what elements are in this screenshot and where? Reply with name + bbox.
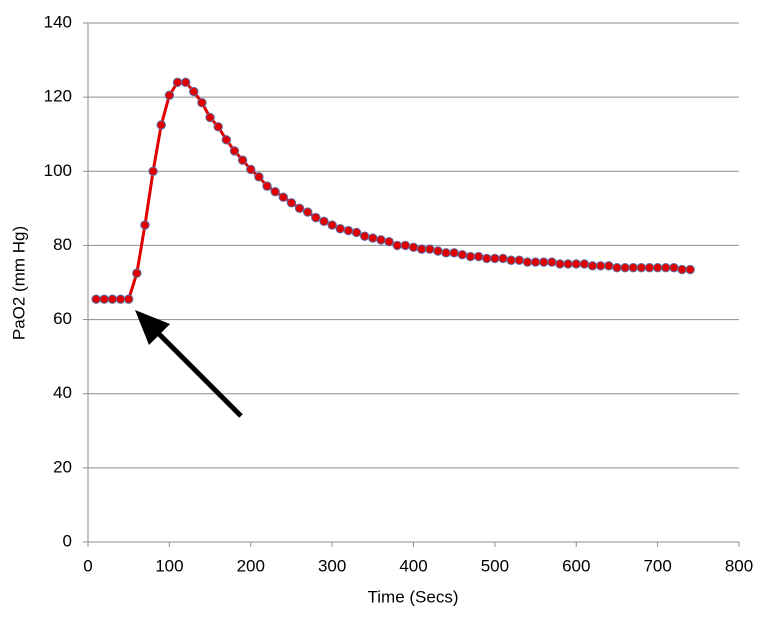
y-tick-label: 120 (44, 87, 72, 106)
data-point (197, 98, 207, 108)
data-point (685, 264, 695, 275)
x-tick-label: 200 (237, 556, 265, 575)
x-tick-label: 600 (562, 556, 590, 575)
y-tick-label: 60 (53, 309, 72, 328)
data-point (368, 233, 378, 243)
plot-area: 0 20 40 60 80 100 120 140 0 100 200 300 400 500 600 700… (44, 12, 754, 575)
data-point (547, 257, 557, 267)
arrow-shaft (150, 325, 243, 418)
data-point (262, 181, 272, 191)
x-tick-label: 400 (399, 556, 427, 575)
data-point (132, 268, 142, 278)
data-point (319, 216, 329, 227)
data-point (652, 262, 663, 273)
data-point (392, 240, 402, 251)
y-axis-title: PaO2 (mm Hg) (9, 226, 28, 340)
data-point (628, 262, 638, 273)
data-point (237, 155, 248, 165)
data-point (555, 259, 565, 269)
data-point (416, 244, 427, 254)
data-point (140, 220, 150, 230)
data-point (286, 198, 297, 208)
data-point (303, 207, 313, 217)
y-tick-label: 100 (44, 161, 72, 180)
data-point (595, 261, 606, 271)
data-point (539, 257, 549, 267)
data-point (506, 255, 516, 265)
data-point (473, 251, 484, 262)
data-point (99, 294, 109, 304)
data-point (482, 253, 492, 264)
data-point (205, 112, 215, 123)
x-tick-label: 800 (725, 556, 753, 575)
data-point (644, 262, 655, 273)
data-point (620, 262, 630, 273)
data-point (376, 235, 386, 245)
data-point (384, 237, 394, 247)
data-point (229, 146, 240, 156)
data-point (246, 164, 256, 175)
data-point (115, 294, 126, 304)
data-point (579, 259, 590, 269)
data-point (669, 262, 679, 273)
data-point (604, 261, 614, 271)
arrow-head (135, 310, 170, 345)
y-tick-label: 80 (53, 235, 72, 254)
y-tick-label: 140 (44, 12, 72, 31)
x-tick-label: 700 (643, 556, 671, 575)
data-point (311, 212, 321, 223)
data-point (189, 86, 199, 97)
data-point (457, 249, 468, 260)
data-point (571, 259, 581, 269)
data-point (563, 259, 573, 269)
data-point (107, 294, 118, 304)
data-point (636, 262, 647, 273)
data-point (530, 257, 541, 267)
x-tick-label: 0 (83, 556, 92, 575)
data-point (343, 225, 354, 236)
arrow-annotation (135, 310, 243, 418)
data-point (490, 253, 500, 264)
data-point (408, 242, 419, 252)
data-point (180, 77, 191, 88)
data-point (587, 261, 598, 271)
data-point (498, 253, 508, 264)
data-point (164, 90, 175, 100)
data-point (677, 264, 687, 275)
data-point (278, 192, 288, 202)
data-point (400, 240, 411, 251)
data-point (254, 172, 264, 182)
data-point (612, 262, 622, 273)
data-point (327, 220, 337, 230)
data-point (270, 186, 280, 197)
x-axis-title: Time (Secs) (368, 587, 459, 606)
x-tick-label: 100 (155, 556, 183, 575)
data-point (433, 246, 443, 256)
y-tick-label: 40 (53, 383, 72, 402)
data-point (449, 248, 459, 258)
data-point (123, 294, 134, 304)
data-point (221, 135, 232, 145)
x-tick-label: 300 (318, 556, 346, 575)
y-tick-label: 0 (63, 531, 72, 550)
data-point (156, 120, 166, 130)
data-point (425, 244, 435, 254)
data-point (514, 255, 524, 265)
data-point (522, 257, 533, 267)
data-point (294, 203, 305, 214)
data-point (148, 166, 158, 176)
data-point (661, 262, 671, 273)
y-tick-label: 20 (53, 457, 72, 476)
data-point (213, 122, 223, 132)
data-point (351, 227, 362, 238)
data-point (465, 251, 476, 262)
data-point (335, 224, 345, 234)
data-point (441, 248, 451, 258)
data-point (359, 231, 370, 241)
x-tick-label: 500 (481, 556, 509, 575)
data-point (172, 77, 183, 88)
data-point (91, 294, 101, 304)
